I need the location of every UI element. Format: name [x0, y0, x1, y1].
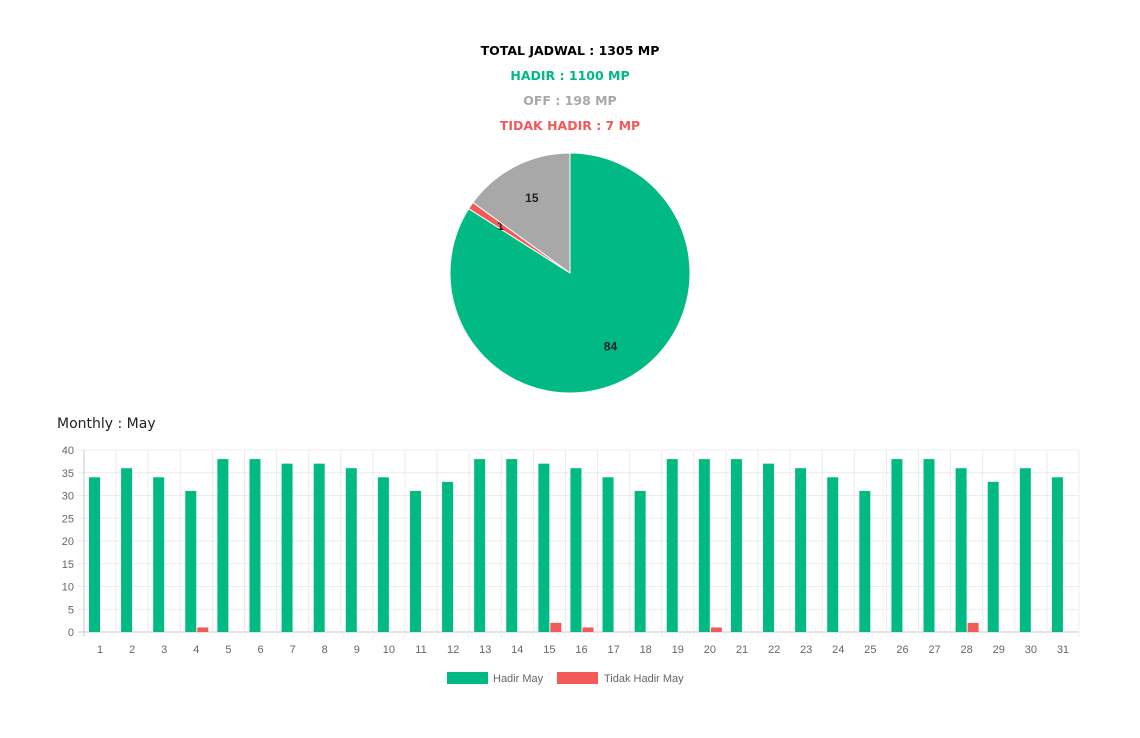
- x-tick-label: 11: [415, 644, 426, 656]
- x-tick-label: 3: [161, 644, 167, 656]
- bar-hadir: [217, 459, 229, 632]
- x-tick-label: 29: [993, 644, 1005, 656]
- x-tick-label: 22: [768, 644, 780, 656]
- bar-tidak-hadir: [967, 622, 979, 632]
- bar-hadir: [538, 463, 550, 632]
- x-tick-label: 31: [1057, 644, 1069, 656]
- x-tick-label: 5: [225, 644, 231, 656]
- pie-slice-off: [472, 152, 571, 274]
- legend-label-tidak-hadir: Tidak Hadir May: [604, 673, 684, 685]
- bar-hadir: [923, 459, 935, 632]
- x-tick-label: 14: [511, 644, 523, 656]
- x-tick-label: 16: [575, 644, 587, 656]
- bar-hadir: [891, 459, 903, 632]
- bar-hadir: [602, 477, 614, 632]
- bar-hadir: [345, 468, 357, 632]
- bar-tidak-hadir: [582, 627, 594, 632]
- bar-hadir: [859, 490, 871, 632]
- x-tick-label: 21: [736, 644, 748, 656]
- y-tick-label: 10: [62, 582, 74, 594]
- y-tick-label: 25: [62, 513, 74, 525]
- y-tick-label: 5: [68, 604, 74, 616]
- pie-slice-label: 1: [497, 219, 504, 233]
- x-tick-label: 6: [257, 644, 263, 656]
- x-tick-label: 4: [193, 644, 199, 656]
- pie-slice-label: 84: [604, 340, 618, 354]
- bar-hadir: [153, 477, 165, 632]
- bar-hadir: [1019, 468, 1031, 632]
- bar-hadir: [249, 459, 261, 632]
- x-tick-label: 25: [864, 644, 876, 656]
- attendance-pie-chart: 84 1 15: [449, 152, 691, 394]
- bar-hadir: [1051, 477, 1063, 632]
- bar-hadir: [666, 459, 678, 632]
- bar-hadir: [634, 490, 646, 632]
- x-tick-label: 18: [640, 644, 652, 656]
- bar-hadir: [730, 459, 742, 632]
- chart-legend[interactable]: Hadir May Tidak Hadir May: [447, 672, 684, 685]
- bar-tidak-hadir: [710, 627, 722, 632]
- x-tick-label: 17: [607, 644, 619, 656]
- x-tick-label: 27: [928, 644, 940, 656]
- bar-hadir: [827, 477, 839, 632]
- bar-hadir: [185, 490, 197, 632]
- y-tick-label: 35: [62, 468, 74, 480]
- absent-count-label: TIDAK HADIR : 7 MP: [499, 118, 641, 133]
- bar-hadir: [442, 481, 454, 632]
- x-tick-label: 10: [383, 644, 395, 656]
- bar-hadir: [474, 459, 486, 632]
- bar-hadir: [313, 463, 325, 632]
- bar-hadir: [795, 468, 807, 632]
- x-tick-label: 9: [354, 644, 360, 656]
- x-tick-label: 8: [322, 644, 328, 656]
- x-tick-label: 30: [1025, 644, 1037, 656]
- attendance-summary: TOTAL JADWAL : 1305 MP HADIR : 1100 MP O…: [0, 42, 1140, 142]
- x-tick-label: 2: [129, 644, 135, 656]
- x-tick-label: 12: [447, 644, 459, 656]
- x-tick-label: 23: [800, 644, 812, 656]
- bar-hadir: [698, 459, 710, 632]
- y-tick-label: 15: [62, 559, 74, 571]
- bar-tidak-hadir: [550, 622, 562, 632]
- x-tick-label: 7: [290, 644, 296, 656]
- x-tick-label: 28: [961, 644, 973, 656]
- y-tick-label: 0: [68, 627, 74, 639]
- bar-hadir: [570, 468, 582, 632]
- bar-hadir: [506, 459, 518, 632]
- x-tick-label: 26: [896, 644, 908, 656]
- off-count-label: OFF : 198 MP: [523, 93, 617, 108]
- x-tick-label: 15: [543, 644, 555, 656]
- present-count-label: HADIR : 1100 MP: [510, 68, 630, 83]
- legend-swatch-hadir: [447, 672, 488, 684]
- bar-hadir: [89, 477, 100, 632]
- bar-tidak-hadir: [197, 627, 209, 632]
- x-tick-label: 13: [479, 644, 491, 656]
- y-tick-label: 20: [62, 536, 74, 548]
- x-tick-label: 19: [672, 644, 684, 656]
- bar-hadir: [763, 463, 775, 632]
- bar-hadir: [409, 490, 421, 632]
- total-schedule-label: TOTAL JADWAL : 1305 MP: [480, 43, 660, 58]
- x-tick-label: 24: [832, 644, 844, 656]
- x-tick-label: 1: [97, 644, 103, 656]
- bar-hadir: [955, 468, 967, 632]
- monthly-chart-title: Monthly : May: [57, 416, 156, 432]
- y-tick-label: 30: [62, 491, 74, 503]
- bar-hadir: [377, 477, 389, 632]
- bar-hadir: [121, 468, 133, 632]
- bar-hadir: [281, 463, 293, 632]
- legend-label-hadir: Hadir May: [493, 673, 544, 685]
- legend-swatch-tidak-hadir: [557, 672, 598, 684]
- pie-slice-label: 15: [525, 191, 539, 205]
- bar-hadir: [987, 481, 999, 632]
- y-tick-label: 40: [62, 445, 74, 457]
- x-tick-label: 20: [704, 644, 716, 656]
